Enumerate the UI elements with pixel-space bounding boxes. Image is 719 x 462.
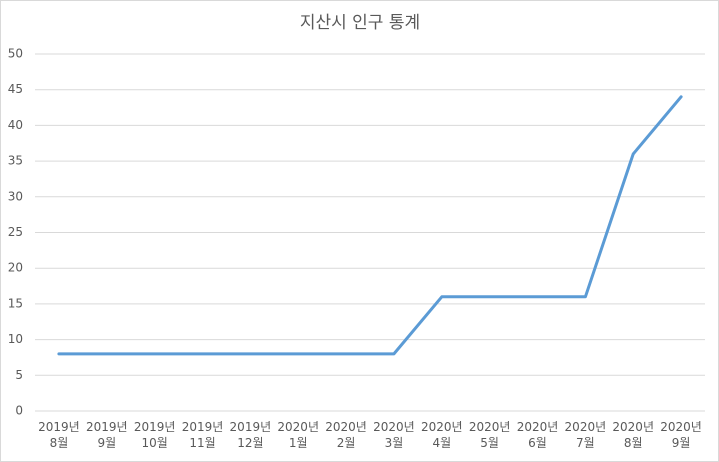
data-line [57, 95, 683, 356]
x-tick-label: 2020년 8월 [612, 420, 654, 450]
y-tick-label: 40 [8, 118, 23, 132]
x-tick-label: 2020년 4월 [420, 420, 463, 450]
y-tick-label: 45 [8, 82, 23, 96]
y-tick-label: 35 [8, 154, 23, 168]
x-tick-label: 2019년 8월 [38, 420, 80, 450]
x-tick-label: 2020년 2월 [325, 420, 367, 450]
y-tick-label: 50 [8, 47, 23, 61]
x-tick-label: 2020년 1월 [277, 420, 319, 450]
y-tick-label: 25 [8, 225, 23, 239]
y-tick-label: 30 [8, 189, 23, 203]
y-tick-label: 0 [15, 404, 23, 418]
x-tick-label: 2020년 7월 [564, 420, 607, 450]
x-tick-label: 2020년 6월 [516, 420, 559, 450]
y-tick-label: 5 [15, 368, 23, 382]
chart-title: 지산시 인구 통계 [300, 13, 420, 33]
x-tick-label: 2019년 12월 [229, 420, 272, 450]
y-tick-label: 20 [8, 261, 23, 275]
x-tick-label: 2019년 10월 [133, 420, 176, 450]
x-tick-label: 2020년 9월 [660, 420, 702, 450]
y-tick-label: 10 [8, 332, 23, 346]
y-tick-label: 15 [8, 296, 23, 310]
x-tick-label: 2019년 9월 [85, 420, 128, 450]
x-tick-label: 2019년 11월 [181, 420, 224, 450]
x-tick-label: 2020년 5월 [468, 420, 511, 450]
x-tick-label: 2020년 3월 [373, 420, 415, 450]
